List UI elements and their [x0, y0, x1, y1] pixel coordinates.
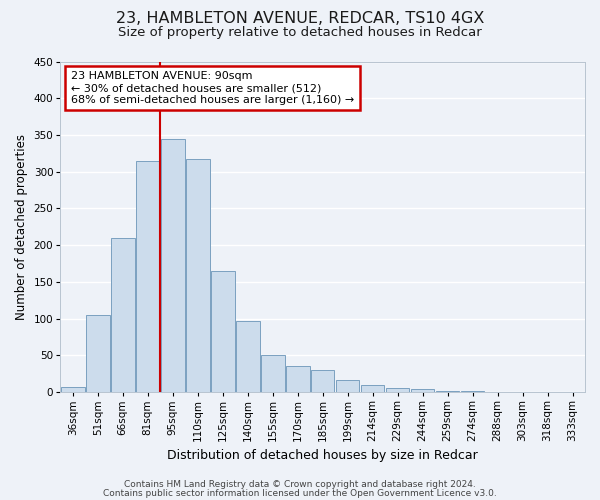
Text: Contains public sector information licensed under the Open Government Licence v3: Contains public sector information licen…	[103, 489, 497, 498]
Bar	[236, 321, 260, 392]
Bar	[186, 159, 209, 392]
Bar	[311, 370, 334, 392]
Bar	[161, 138, 185, 392]
Bar	[136, 160, 160, 392]
Bar	[61, 387, 85, 392]
Bar	[336, 380, 359, 392]
X-axis label: Distribution of detached houses by size in Redcar: Distribution of detached houses by size …	[167, 450, 478, 462]
Y-axis label: Number of detached properties: Number of detached properties	[15, 134, 28, 320]
Bar	[261, 356, 284, 392]
Bar	[386, 388, 409, 392]
Bar	[361, 386, 385, 392]
Bar	[286, 366, 310, 392]
Bar	[111, 238, 134, 392]
Text: 23 HAMBLETON AVENUE: 90sqm
← 30% of detached houses are smaller (512)
68% of sem: 23 HAMBLETON AVENUE: 90sqm ← 30% of deta…	[71, 72, 354, 104]
Text: Size of property relative to detached houses in Redcar: Size of property relative to detached ho…	[118, 26, 482, 39]
Bar	[211, 271, 235, 392]
Text: Contains HM Land Registry data © Crown copyright and database right 2024.: Contains HM Land Registry data © Crown c…	[124, 480, 476, 489]
Bar	[86, 315, 110, 392]
Bar	[411, 389, 434, 392]
Text: 23, HAMBLETON AVENUE, REDCAR, TS10 4GX: 23, HAMBLETON AVENUE, REDCAR, TS10 4GX	[116, 11, 484, 26]
